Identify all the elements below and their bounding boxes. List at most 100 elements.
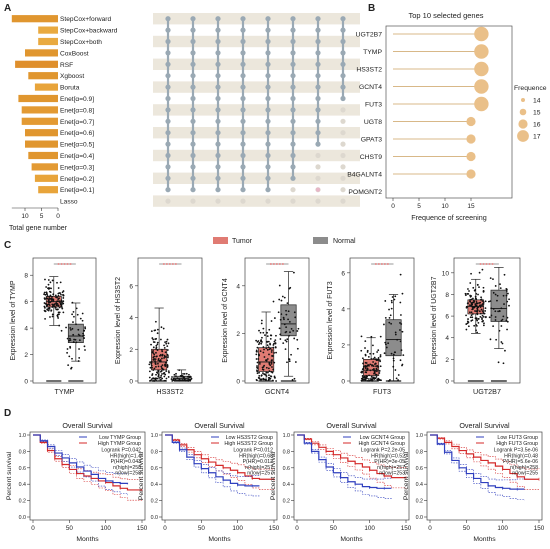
data-point [161,348,163,351]
matrix-dot [165,38,171,45]
data-point [470,304,473,307]
data-point [268,370,271,373]
matrix-dot [215,38,221,45]
data-point [373,369,376,372]
confidence-band [33,434,143,481]
x-axis-label: Months [76,536,99,543]
legend-swatch [519,108,527,116]
data-point [478,286,480,289]
data-point [260,339,263,341]
matrix-dot [165,61,171,67]
data-point [385,346,388,349]
data-point [285,330,288,333]
matrix-dot [290,61,296,67]
data-point [467,325,470,328]
data-point [471,319,474,322]
y-tick-label: 0.0 [19,515,26,521]
data-point [59,292,62,295]
data-point [262,378,265,381]
data-point [284,339,287,342]
matrix-dot [265,187,271,193]
matrix-dot [215,118,221,124]
data-point [149,361,151,364]
data-point [69,328,72,331]
data-point [275,380,278,382]
data-point [373,356,376,359]
data-point [372,368,374,371]
data-point [364,364,367,367]
data-point [266,358,269,360]
data-point [187,375,189,378]
matrix-dot [340,38,346,45]
data-point [384,316,387,319]
data-point [505,294,508,297]
data-point [56,281,58,284]
data-point [489,338,492,341]
plot-title: Overall Survival [62,421,113,430]
data-point [160,374,163,377]
data-point [54,294,57,297]
data-point [272,368,275,371]
matrix-dot [290,175,296,181]
data-point [469,316,472,319]
data-point [43,305,46,308]
legend-swatch [313,237,328,244]
matrix-dot [290,95,296,102]
bar-label: RSF [60,62,73,69]
bar [28,72,58,80]
data-point [259,350,262,353]
x-tick-label: 10 [21,213,29,220]
data-point [390,352,393,355]
matrix-dot [315,73,321,79]
data-point [484,316,487,319]
data-point [46,308,48,311]
stat-text: n(high)=258 [113,465,141,471]
data-point [496,294,499,297]
data-point [482,311,485,314]
gene-label: TYMP [363,49,382,56]
legend-value: 17 [533,134,541,141]
data-point [163,375,166,378]
data-point [175,375,177,378]
data-point [479,298,482,301]
matrix-dot [240,50,246,56]
plot-frame [161,431,278,521]
matrix-dot [340,118,346,124]
data-point [47,300,50,303]
matrix-dot [165,107,171,113]
x-category-label: GCNT4 [265,387,289,396]
data-point [150,378,153,381]
data-point [173,373,176,376]
data-point [364,353,367,356]
data-point [153,367,156,370]
data-point [47,283,50,286]
data-point [378,359,381,361]
data-point [369,363,372,366]
y-tick-label: 1.0 [19,433,26,439]
data-point [370,335,373,338]
data-point [470,272,472,275]
data-point [499,283,501,286]
matrix-dot [190,61,196,67]
data-point [278,284,281,287]
y-tick-label: 0 [236,379,240,386]
data-point [472,305,475,308]
data-point [296,330,299,332]
data-point [396,338,399,341]
plot-frame [32,257,97,384]
y-tick-label: 2 [24,352,28,359]
data-point [83,345,86,348]
data-point [474,297,477,300]
data-point [480,308,483,311]
data-point [151,337,154,339]
data-point [55,308,58,311]
data-point [378,372,381,374]
data-point [50,287,52,290]
data-point [282,342,285,345]
data-point [273,342,275,345]
confidence-band [297,434,407,489]
data-point [269,375,272,378]
lollipop-point [466,134,476,144]
data-point [68,337,71,340]
y-tick-label: 0.8 [416,449,423,455]
